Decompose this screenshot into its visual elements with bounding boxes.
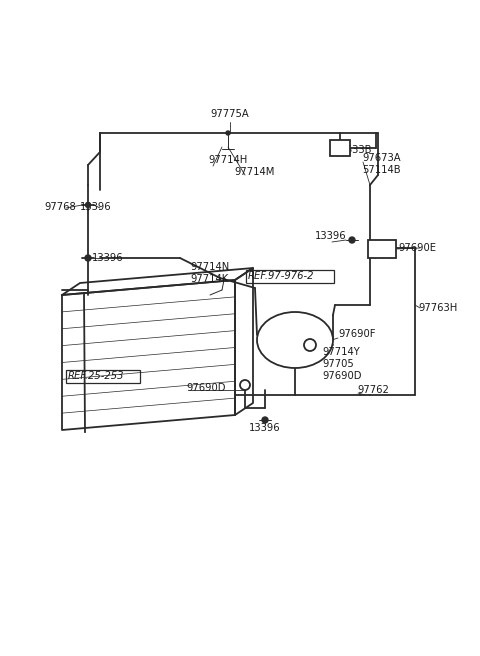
Text: 97690D: 97690D	[322, 371, 361, 381]
Text: 97690E: 97690E	[398, 243, 436, 253]
Text: REF.25-253: REF.25-253	[68, 371, 124, 381]
Text: 97763H: 97763H	[418, 303, 457, 313]
Text: 97633B: 97633B	[333, 145, 372, 155]
Text: REF.97-976-2: REF.97-976-2	[248, 271, 314, 281]
Text: 97762: 97762	[357, 385, 389, 395]
Circle shape	[85, 203, 91, 207]
Text: 97705: 97705	[322, 359, 354, 369]
Text: 97768: 97768	[44, 202, 76, 212]
Bar	[330, 140, 350, 156]
Text: 97714M: 97714M	[234, 167, 275, 177]
Circle shape	[262, 417, 268, 423]
Circle shape	[304, 339, 316, 351]
Text: 97714K: 97714K	[190, 274, 228, 284]
Bar	[66, 370, 140, 383]
Text: 97714Y: 97714Y	[322, 347, 360, 357]
Text: 97673A: 97673A	[362, 153, 401, 163]
Bar	[368, 240, 396, 258]
Bar	[246, 270, 334, 283]
Text: 97714H: 97714H	[208, 155, 247, 165]
Text: 97775A: 97775A	[211, 109, 250, 119]
Text: 13396: 13396	[92, 253, 124, 263]
Circle shape	[240, 380, 250, 390]
Text: 97714N: 97714N	[190, 262, 229, 272]
Circle shape	[226, 131, 230, 135]
Text: 13396: 13396	[315, 231, 347, 241]
Text: 57114B: 57114B	[362, 165, 401, 175]
Text: 13396: 13396	[80, 202, 112, 212]
Circle shape	[349, 237, 355, 243]
Text: 13396: 13396	[249, 423, 281, 433]
Circle shape	[85, 255, 91, 261]
Text: 97690D: 97690D	[186, 383, 226, 393]
Text: 97690F: 97690F	[338, 329, 375, 339]
Ellipse shape	[257, 312, 333, 368]
